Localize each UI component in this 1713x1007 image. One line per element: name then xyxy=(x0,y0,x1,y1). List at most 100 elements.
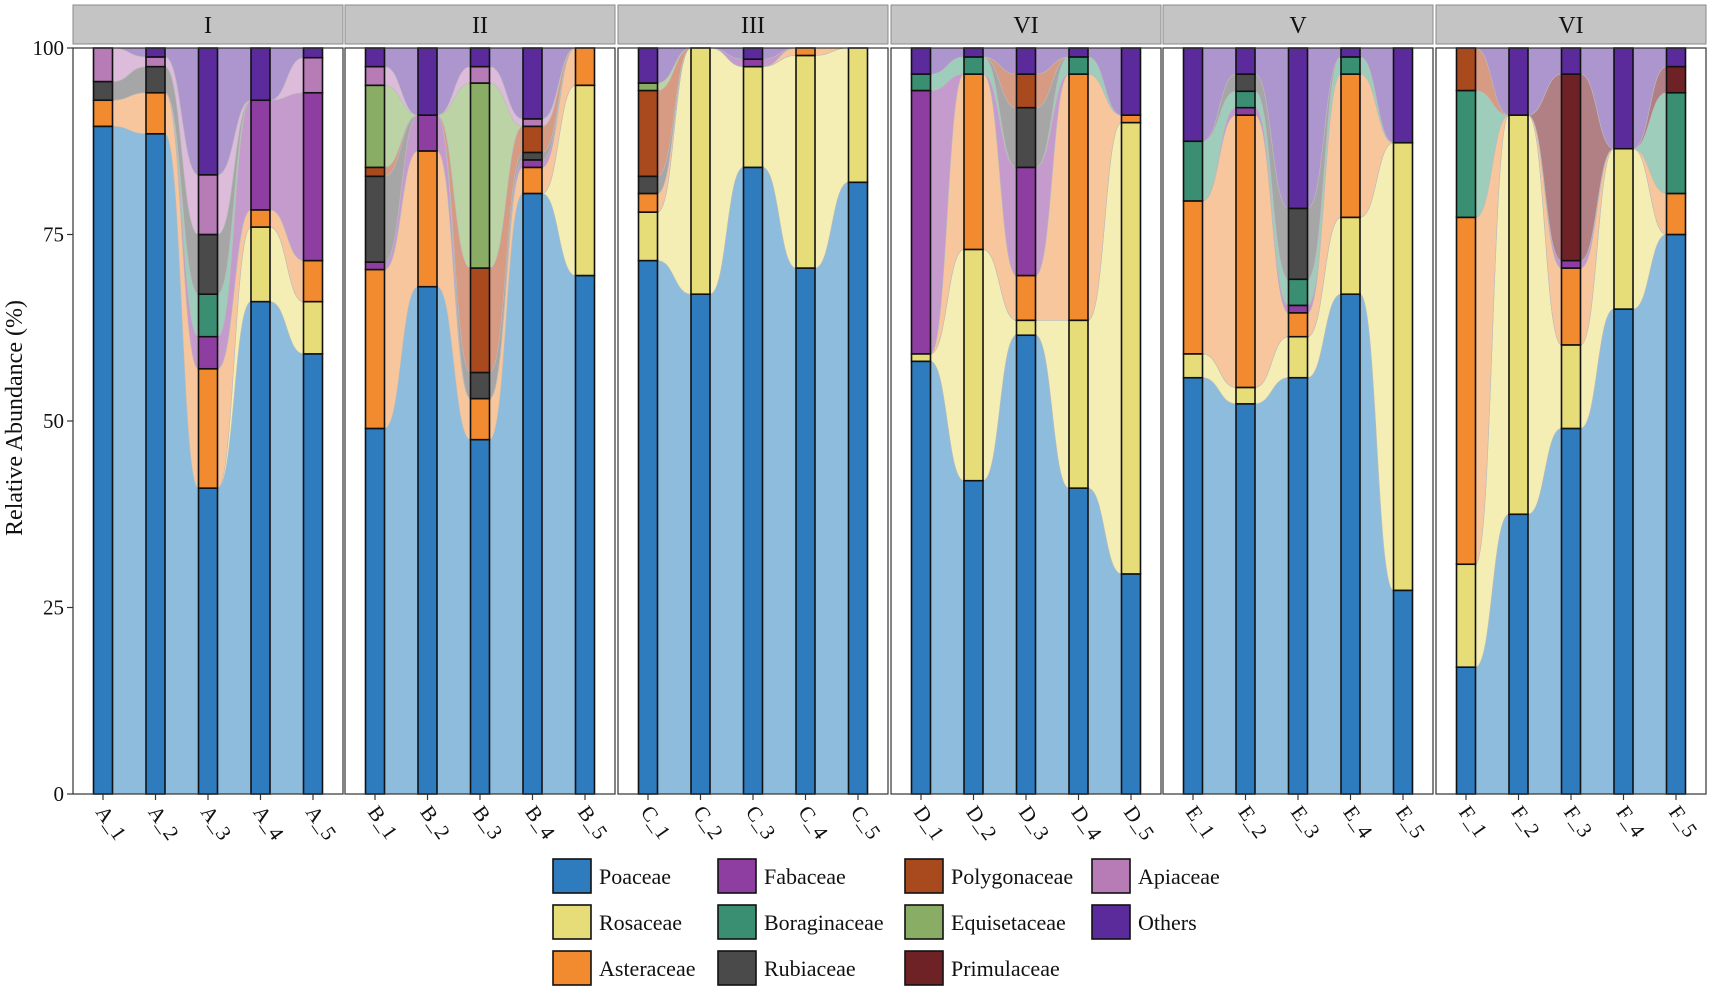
bar-segment-poaceae xyxy=(963,479,984,795)
bar-segment-poaceae xyxy=(1068,487,1089,795)
bar-segment-rosaceae xyxy=(963,248,984,482)
facet-strip xyxy=(1435,4,1707,45)
bar-a-1 xyxy=(92,47,114,795)
bar-segment-boraginaceae xyxy=(1455,89,1477,219)
x-tick-label: F_2 xyxy=(1506,801,1544,842)
bar-segment-rosaceae xyxy=(1182,353,1204,379)
y-tick-label: 100 xyxy=(33,36,65,60)
bar-segment-rubiaceae xyxy=(1015,106,1037,169)
bar-segment-rubiaceae xyxy=(145,65,166,94)
bar-segment-poaceae xyxy=(574,274,596,795)
legend-label: Asteraceae xyxy=(599,956,695,981)
bar-a-3 xyxy=(197,47,219,795)
y-tick-label: 50 xyxy=(43,409,64,433)
legend-item-poaceae: Poaceae xyxy=(552,858,671,894)
bar-segment-apiaceae xyxy=(469,65,491,84)
bar-e-1 xyxy=(1182,47,1204,795)
bar-segment-fabaceae xyxy=(1287,304,1309,314)
bar-segment-asteraceae xyxy=(522,166,543,195)
flow-poaceae xyxy=(1202,377,1237,795)
bar-segment-poaceae xyxy=(197,487,219,795)
bar-segment-rubiaceae xyxy=(522,151,543,161)
bar-segment-fabaceae xyxy=(742,58,764,68)
bar-segment-others xyxy=(1392,47,1414,144)
bar-segment-others xyxy=(742,47,764,60)
legend-label: Polygonaceae xyxy=(951,864,1073,889)
bar-segment-asteraceae xyxy=(250,209,271,228)
bar-segment-rosaceae xyxy=(1392,141,1414,592)
bar-b-3 xyxy=(469,47,491,795)
bar-segment-others xyxy=(1235,47,1256,75)
facet-strip-label: VI xyxy=(1013,13,1038,39)
bar-segment-poaceae xyxy=(1455,666,1477,795)
bar-segment-rosaceae xyxy=(1560,344,1582,430)
bar-segment-apiaceae xyxy=(197,174,219,236)
bar-segment-poaceae xyxy=(364,427,386,795)
bar-segment-rosaceae xyxy=(742,65,764,169)
bar-segment-asteraceae xyxy=(197,367,219,489)
facet-strip-label: VI xyxy=(1558,13,1583,39)
legend-swatch xyxy=(904,858,944,894)
bar-segment-asteraceae xyxy=(795,47,816,57)
legend-swatch xyxy=(552,950,592,986)
bar-segment-rosaceae xyxy=(847,47,869,184)
bar-segment-polygonaceae xyxy=(637,89,659,178)
bar-segment-asteraceae xyxy=(364,268,386,430)
bar-segment-fabaceae xyxy=(910,89,932,355)
bar-segment-fabaceae xyxy=(522,159,543,169)
bar-segment-asteraceae xyxy=(963,73,984,251)
y-tick-label: 75 xyxy=(43,223,64,247)
bar-segment-others xyxy=(963,47,984,58)
bar-segment-equisetaceae xyxy=(637,82,659,92)
legend-item-polygonaceae: Polygonaceae xyxy=(904,858,1073,894)
legend-label: Primulaceae xyxy=(951,956,1060,981)
bar-segment-apiaceae xyxy=(522,118,543,128)
bar-segment-polygonaceae xyxy=(522,125,543,154)
legend-swatch xyxy=(717,858,757,894)
bar-c-4 xyxy=(795,47,816,795)
facet-strip xyxy=(617,4,889,45)
bar-segment-rubiaceae xyxy=(1287,207,1309,281)
bar-segment-others xyxy=(1613,47,1634,150)
alluvial-flows xyxy=(112,47,304,795)
facet-strip xyxy=(344,4,616,45)
bar-d-5 xyxy=(1120,47,1142,795)
bar-segment-others xyxy=(637,47,659,84)
x-tick-label: E_5 xyxy=(1391,801,1430,842)
bar-segment-asteraceae xyxy=(302,259,324,303)
facet-strip-label: II xyxy=(472,13,488,39)
flow-poaceae xyxy=(112,126,147,795)
bar-d-3 xyxy=(1015,47,1037,795)
bar-segment-primulaceae xyxy=(1665,65,1687,94)
bar-segment-rosaceae xyxy=(1455,563,1477,668)
bar-segment-asteraceae xyxy=(637,192,659,213)
x-tick-label: B_5 xyxy=(573,801,613,843)
bar-segment-apiaceae xyxy=(92,47,114,83)
bar-segment-others xyxy=(1560,47,1582,75)
bar-segment-poaceae xyxy=(637,259,659,795)
bar-segment-asteraceae xyxy=(1120,114,1142,124)
bar-segment-boraginaceae xyxy=(1235,90,1256,109)
bar-f-1 xyxy=(1455,47,1477,795)
legend-item-boraginaceae: Boraginaceae xyxy=(717,904,884,940)
panel-border xyxy=(617,47,889,795)
legend-item-primulaceae: Primulaceae xyxy=(904,950,1060,986)
bar-segment-rosaceae xyxy=(250,226,271,303)
x-tick-label: B_2 xyxy=(415,801,455,843)
legend-item-rosaceae: Rosaceae xyxy=(552,904,682,940)
bar-segment-rosaceae xyxy=(690,47,711,295)
alluvial-flows xyxy=(930,47,1122,795)
bar-segment-boraginaceae xyxy=(1665,91,1687,195)
x-tick-label: C_5 xyxy=(846,801,886,843)
bar-segment-apiaceae xyxy=(302,56,324,94)
legend-swatch xyxy=(904,904,944,940)
bar-segment-others xyxy=(417,47,438,116)
bar-segment-poaceae xyxy=(1508,513,1529,795)
x-tick-label: C_3 xyxy=(741,801,781,843)
bar-segment-rubiaceae xyxy=(1235,73,1256,93)
bar-f-4 xyxy=(1613,47,1634,795)
legend-swatch xyxy=(717,904,757,940)
bar-segment-boraginaceae xyxy=(197,293,219,338)
facet-strip xyxy=(72,4,344,45)
